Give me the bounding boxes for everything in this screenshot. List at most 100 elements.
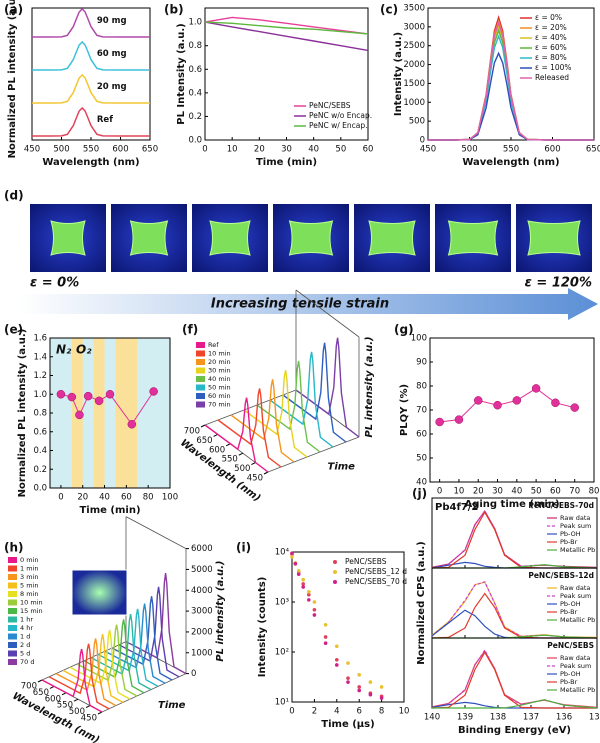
legend-label: Pb-Br bbox=[560, 608, 578, 616]
x-tick bbox=[61, 692, 67, 696]
x-tick bbox=[251, 462, 256, 466]
y-axis-label: Normalized CPS (a.u.) bbox=[416, 541, 427, 664]
subplot-title: PeNC/SEBS-70d bbox=[528, 501, 594, 510]
legend-label: 3 min bbox=[20, 573, 38, 581]
series-label: 60 mg bbox=[97, 49, 127, 59]
data-point bbox=[357, 685, 362, 689]
legend-label: Ref bbox=[208, 341, 219, 349]
y-axis-label: Normalized PL intensity (a.u.) bbox=[7, 0, 18, 158]
data-point bbox=[307, 592, 311, 597]
data-point bbox=[149, 387, 158, 396]
x-tick-label: 8 bbox=[379, 707, 384, 717]
data-point bbox=[296, 569, 301, 573]
x-tick-label: 80 bbox=[143, 493, 154, 503]
y-tick-label: 0.2 bbox=[188, 112, 202, 122]
legend-label: Peak sum bbox=[560, 522, 591, 530]
legend-symbol bbox=[333, 580, 337, 584]
y-tick-label: 10³ bbox=[275, 598, 289, 608]
y-tick-label: 2000 bbox=[403, 60, 425, 70]
legend-label: Metallic Pb bbox=[560, 686, 595, 694]
spectrum-line bbox=[48, 643, 110, 710]
data-point bbox=[290, 551, 294, 555]
x-tick-label: 550 bbox=[83, 145, 99, 155]
panel-label: (f) bbox=[182, 323, 198, 337]
data-point bbox=[346, 680, 350, 684]
region-label: O₂ bbox=[76, 343, 92, 357]
legend-swatch bbox=[196, 401, 205, 408]
y-tick-label: 0.4 bbox=[33, 446, 47, 456]
data-point bbox=[335, 657, 339, 662]
legend-label: PeNC/SEBS_12 d bbox=[345, 567, 407, 576]
x-tick-label: 700 bbox=[184, 427, 200, 437]
x-axis-label: Time (min) bbox=[79, 505, 140, 516]
annotation: Pb4f7/2 bbox=[435, 502, 478, 513]
x-tick-label: 450 bbox=[81, 714, 97, 724]
spectrum-line bbox=[32, 40, 150, 71]
shaded-region bbox=[115, 338, 138, 488]
y-tick-label: 1000 bbox=[403, 98, 425, 108]
sample-film bbox=[50, 220, 86, 256]
y-tick-label: 5000 bbox=[191, 565, 213, 575]
x-axis-label: Aging time (min) bbox=[464, 499, 559, 510]
data-point bbox=[473, 396, 483, 405]
legend-label: 70 min bbox=[208, 401, 231, 409]
legend-label: 1 d bbox=[20, 633, 30, 641]
legend-label: ε = 100% bbox=[535, 63, 572, 72]
data-point bbox=[368, 692, 373, 697]
spectrum-line bbox=[230, 379, 295, 463]
legend-symbol bbox=[333, 570, 337, 574]
series-label: 90 mg bbox=[97, 16, 127, 26]
data-point bbox=[357, 672, 362, 677]
data-point bbox=[346, 661, 350, 665]
legend-label: ε = 60% bbox=[535, 43, 567, 52]
x-tick-label: 100 bbox=[162, 493, 178, 503]
spectrum-line bbox=[41, 648, 103, 713]
fit-line bbox=[432, 699, 598, 709]
data-line bbox=[204, 16, 369, 35]
legend-label: 30 min bbox=[208, 367, 231, 375]
data-point bbox=[570, 403, 579, 412]
y-tick-label: 1000 bbox=[191, 648, 213, 658]
legend-label: 60 min bbox=[208, 392, 231, 400]
y-tick-label: 0.2 bbox=[33, 465, 47, 475]
legend-label: ε = 0% bbox=[535, 13, 562, 22]
x-tick bbox=[213, 433, 218, 437]
legend-swatch bbox=[8, 633, 17, 640]
x-tick bbox=[85, 705, 91, 709]
legend-swatch bbox=[196, 367, 205, 374]
panel-label: (i) bbox=[236, 541, 251, 555]
data-point bbox=[368, 680, 373, 684]
y-axis-label: Intensity (counts) bbox=[257, 577, 268, 678]
legend-swatch bbox=[8, 608, 17, 614]
data-point bbox=[379, 696, 384, 700]
x-tick bbox=[238, 452, 244, 456]
region-label: N₂ bbox=[56, 343, 72, 357]
y-tick-label: 10⁴ bbox=[275, 548, 290, 558]
y-tick-label: 2500 bbox=[403, 41, 425, 51]
axis-line bbox=[125, 516, 187, 549]
x-tick-label: 500 bbox=[53, 145, 69, 155]
data-point bbox=[127, 420, 137, 429]
x-tick-label: 600 bbox=[45, 694, 61, 704]
y-tick-label: 2000 bbox=[191, 627, 213, 637]
shaded-region bbox=[93, 338, 105, 488]
subplot-title: PeNC/SEBS-12d bbox=[528, 571, 594, 580]
data-point bbox=[454, 415, 464, 424]
x-tick-label: 40 bbox=[308, 145, 319, 155]
y-tick-label: 70 bbox=[416, 406, 427, 416]
data-point bbox=[312, 613, 317, 617]
plot-frame bbox=[291, 551, 405, 703]
x-tick-label: 4 bbox=[334, 707, 339, 717]
x-tick bbox=[37, 679, 43, 683]
y-tick-label: 1.4 bbox=[33, 352, 47, 362]
data-line bbox=[204, 21, 369, 35]
legend-label: ε = 40% bbox=[535, 33, 567, 42]
plot-frame bbox=[31, 7, 151, 141]
y-tick-label: 50 bbox=[416, 454, 427, 464]
sample-film bbox=[447, 220, 499, 256]
y-tick-label: 4000 bbox=[191, 586, 213, 596]
sample-film bbox=[288, 220, 334, 256]
data-line bbox=[428, 34, 594, 141]
y-axis-label: PL Intensity (a.u.) bbox=[176, 23, 187, 124]
spectrum-line bbox=[204, 397, 269, 473]
